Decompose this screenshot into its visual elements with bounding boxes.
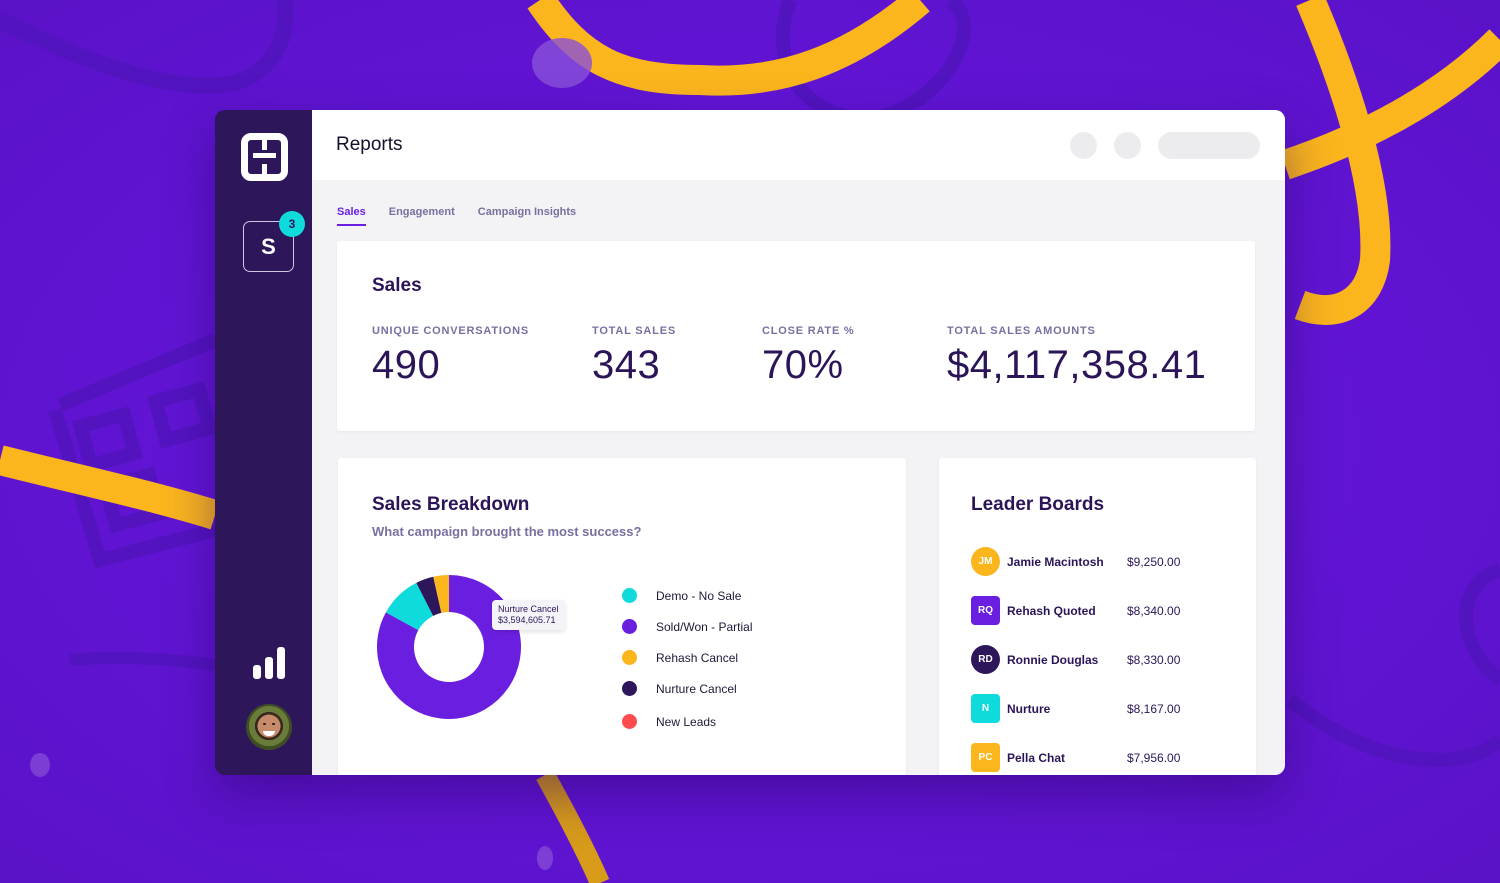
legend-item-demo-no-sale[interactable]: Demo - No Sale bbox=[622, 580, 753, 611]
bar-chart-bar bbox=[265, 657, 273, 679]
stat-label: TOTAL SALES bbox=[592, 325, 676, 337]
stat-value: 70% bbox=[762, 343, 844, 387]
leader-initials-badge: PC bbox=[971, 743, 1000, 772]
bar-chart-bar bbox=[253, 665, 261, 679]
leader-name: Pella Chat bbox=[1007, 750, 1066, 765]
chart-tooltip: Nurture Cancel $3,594,605.71 bbox=[492, 600, 565, 630]
leader-row[interactable]: N Nurture $8,167.00 bbox=[971, 684, 1241, 733]
sales-summary-card: Sales UNIQUE CONVERSATIONS 490 TOTAL SAL… bbox=[337, 241, 1255, 431]
legend-label: Sold/Won - Partial bbox=[656, 619, 753, 634]
tooltip-label: Nurture Cancel bbox=[498, 604, 559, 614]
leader-initials-badge: N bbox=[971, 694, 1000, 723]
tab-campaign-insights[interactable]: Campaign Insights bbox=[477, 206, 577, 218]
donut-slice[interactable] bbox=[377, 575, 521, 719]
stat-label: CLOSE RATE % bbox=[762, 325, 855, 337]
legend-item-sold-won-partial[interactable]: Sold/Won - Partial bbox=[622, 611, 753, 642]
legend-label: Rehash Cancel bbox=[656, 650, 739, 665]
tab-sales[interactable]: Sales bbox=[337, 206, 366, 226]
leader-row[interactable]: JM Jamie Macintosh $9,250.00 bbox=[971, 537, 1241, 586]
sidebar: S 3 bbox=[215, 110, 312, 775]
logo-stem-top bbox=[262, 133, 267, 150]
sales-summary-title: Sales bbox=[372, 275, 422, 296]
app-window: S 3 Reports Sales Engagement Campaign In… bbox=[215, 110, 1285, 775]
leader-name: Jamie Macintosh bbox=[1007, 554, 1104, 569]
h-logo-icon[interactable] bbox=[241, 133, 288, 181]
legend-dot-icon bbox=[622, 588, 637, 603]
avatar-eye bbox=[272, 723, 275, 725]
leader-name: Ronnie Douglas bbox=[1007, 652, 1099, 667]
leader-initials-badge: RD bbox=[971, 645, 1000, 674]
leader-row[interactable]: RQ Rehash Quoted $8,340.00 bbox=[971, 586, 1241, 635]
leader-name: Rehash Quoted bbox=[1007, 603, 1096, 618]
stat-value: $4,117,358.41 bbox=[947, 343, 1207, 387]
leader-amount: $8,330.00 bbox=[1127, 652, 1181, 667]
legend-label: Demo - No Sale bbox=[656, 588, 742, 603]
breakdown-title: Sales Breakdown bbox=[372, 494, 530, 515]
leader-amount: $8,167.00 bbox=[1127, 701, 1181, 716]
workspace-letter: S bbox=[261, 233, 276, 259]
stat-unique-conversations: UNIQUE CONVERSATIONS 490 bbox=[372, 325, 529, 388]
header-circle-button[interactable] bbox=[1114, 132, 1141, 159]
notification-badge: 3 bbox=[279, 211, 305, 237]
main-content: Reports Sales Engagement Campaign Insigh… bbox=[312, 110, 1285, 775]
stat-label: TOTAL SALES AMOUNTS bbox=[947, 325, 1096, 337]
leader-amount: $8,340.00 bbox=[1127, 603, 1181, 618]
leader-amount: $9,250.00 bbox=[1127, 554, 1181, 569]
donut-slice[interactable] bbox=[385, 582, 434, 631]
logo-crossbar bbox=[253, 153, 276, 158]
avatar-smile bbox=[263, 731, 275, 736]
chart-legend: Demo - No Sale Sold/Won - Partial Rehash… bbox=[622, 580, 753, 737]
stat-close-rate: CLOSE RATE % 70% bbox=[762, 325, 855, 388]
legend-item-new-leads[interactable]: New Leads bbox=[622, 706, 753, 737]
leader-list: JM Jamie Macintosh $9,250.00 RQ Rehash Q… bbox=[971, 537, 1241, 775]
stat-total-sales-amounts: TOTAL SALES AMOUNTS $4,117,358.41 bbox=[947, 325, 1206, 388]
leader-row[interactable]: PC Pella Chat $7,956.00 bbox=[971, 733, 1241, 775]
leader-initials-badge: JM bbox=[971, 547, 1000, 576]
tooltip-value: $3,594,605.71 bbox=[498, 615, 556, 625]
bar-chart-icon[interactable] bbox=[253, 645, 287, 679]
logo-stem-bottom bbox=[262, 164, 267, 181]
page-title: Reports bbox=[336, 134, 403, 155]
donut-chart[interactable] bbox=[376, 574, 522, 720]
leader-initials-badge: RQ bbox=[971, 596, 1000, 625]
leader-boards-title: Leader Boards bbox=[971, 494, 1105, 515]
workspace-switcher-button[interactable]: S bbox=[243, 221, 294, 272]
bar-chart-bar bbox=[277, 647, 285, 679]
leader-boards-card: Leader Boards JM Jamie Macintosh $9,250.… bbox=[939, 458, 1256, 775]
stat-value: 343 bbox=[592, 343, 661, 387]
tab-engagement[interactable]: Engagement bbox=[388, 206, 455, 218]
leader-row[interactable]: RD Ronnie Douglas $8,330.00 bbox=[971, 635, 1241, 684]
legend-label: New Leads bbox=[656, 714, 717, 729]
donut-slice[interactable] bbox=[433, 575, 449, 613]
sales-breakdown-card: Sales Breakdown What campaign brought th… bbox=[338, 458, 906, 775]
leader-name: Nurture bbox=[1007, 701, 1051, 716]
legend-item-nurture-cancel[interactable]: Nurture Cancel bbox=[622, 673, 753, 704]
stat-label: UNIQUE CONVERSATIONS bbox=[372, 325, 529, 337]
avatar-eye bbox=[263, 723, 266, 725]
legend-dot-icon bbox=[622, 650, 637, 665]
stat-total-sales: TOTAL SALES 343 bbox=[592, 325, 676, 388]
leader-amount: $7,956.00 bbox=[1127, 750, 1181, 765]
legend-dot-icon bbox=[622, 619, 637, 634]
header-circle-button[interactable] bbox=[1070, 132, 1097, 159]
legend-dot-icon bbox=[622, 714, 637, 729]
legend-label: Nurture Cancel bbox=[656, 681, 737, 696]
report-tabs: Sales Engagement Campaign Insights bbox=[337, 206, 576, 226]
top-bar: Reports bbox=[312, 110, 1285, 180]
legend-item-rehash-cancel[interactable]: Rehash Cancel bbox=[622, 642, 753, 673]
donut-slice[interactable] bbox=[416, 576, 442, 616]
breakdown-subtitle: What campaign brought the most success? bbox=[372, 524, 642, 539]
stat-value: 490 bbox=[372, 343, 441, 387]
user-avatar[interactable] bbox=[246, 704, 292, 750]
header-pill-button[interactable] bbox=[1158, 132, 1260, 159]
legend-dot-icon bbox=[622, 681, 637, 696]
